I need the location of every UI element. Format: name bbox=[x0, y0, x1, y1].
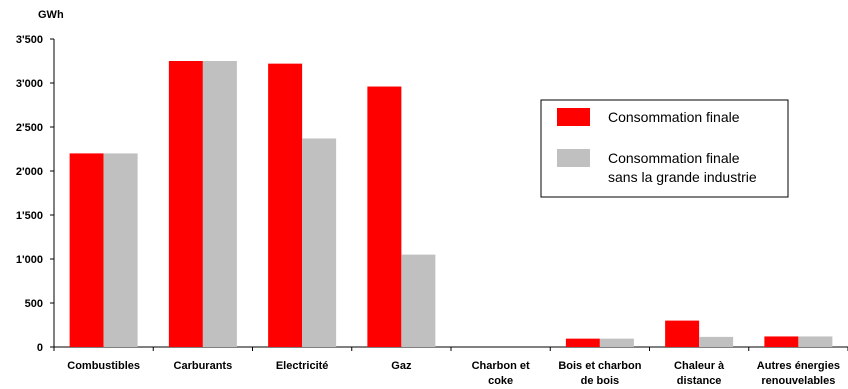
y-tick-label: 2'500 bbox=[16, 122, 43, 134]
legend-label: Consommation finale bbox=[608, 109, 740, 125]
axes: GWh 0 500 1'000 1'500 2'000 2'500 3'000 3'500 bbox=[16, 9, 848, 354]
bar bbox=[665, 320, 700, 347]
x-category-label: Carburants bbox=[174, 360, 233, 372]
x-category-label: Electricité bbox=[276, 360, 329, 372]
y-tick-label: 3'000 bbox=[16, 78, 43, 90]
y-tick-label: 2'000 bbox=[16, 166, 43, 178]
legend-swatch bbox=[557, 149, 590, 167]
bars bbox=[69, 61, 833, 348]
bar bbox=[367, 86, 402, 348]
bar bbox=[798, 336, 833, 347]
bar bbox=[268, 63, 303, 347]
y-tick-label: 0 bbox=[37, 342, 43, 354]
bar bbox=[401, 254, 436, 347]
x-category-label: Autres énergies renouvelables bbox=[757, 360, 840, 387]
bar bbox=[565, 338, 600, 347]
bar bbox=[599, 338, 634, 347]
bar bbox=[302, 138, 337, 347]
y-tick-label: 1'500 bbox=[16, 210, 43, 222]
legend-label: Consommation finale sans la grande indust… bbox=[608, 150, 757, 185]
x-category-label: Gaz bbox=[391, 360, 412, 372]
bar bbox=[764, 336, 799, 347]
x-category-label: Combustibles bbox=[67, 360, 140, 372]
y-tick-label: 1'000 bbox=[16, 254, 43, 266]
y-tick-label: 500 bbox=[25, 298, 43, 310]
legend-swatch bbox=[557, 108, 590, 126]
bar bbox=[103, 153, 138, 347]
bar bbox=[69, 153, 104, 347]
y-axis-unit-label: GWh bbox=[38, 9, 64, 21]
bar bbox=[699, 336, 734, 347]
x-category-label: Charbon et coke bbox=[472, 360, 530, 387]
x-category-label: Chaleur à distance bbox=[674, 360, 725, 387]
bar bbox=[202, 61, 237, 347]
y-tick-label: 3'500 bbox=[16, 34, 43, 46]
x-category-label: Bois et charbon de bois bbox=[558, 360, 641, 387]
category-labels: Combustibles Carburants Electricité Gaz Char… bbox=[67, 360, 840, 387]
bar bbox=[168, 61, 203, 347]
legend: Consommation finale Consommation finale sa… bbox=[540, 99, 789, 198]
